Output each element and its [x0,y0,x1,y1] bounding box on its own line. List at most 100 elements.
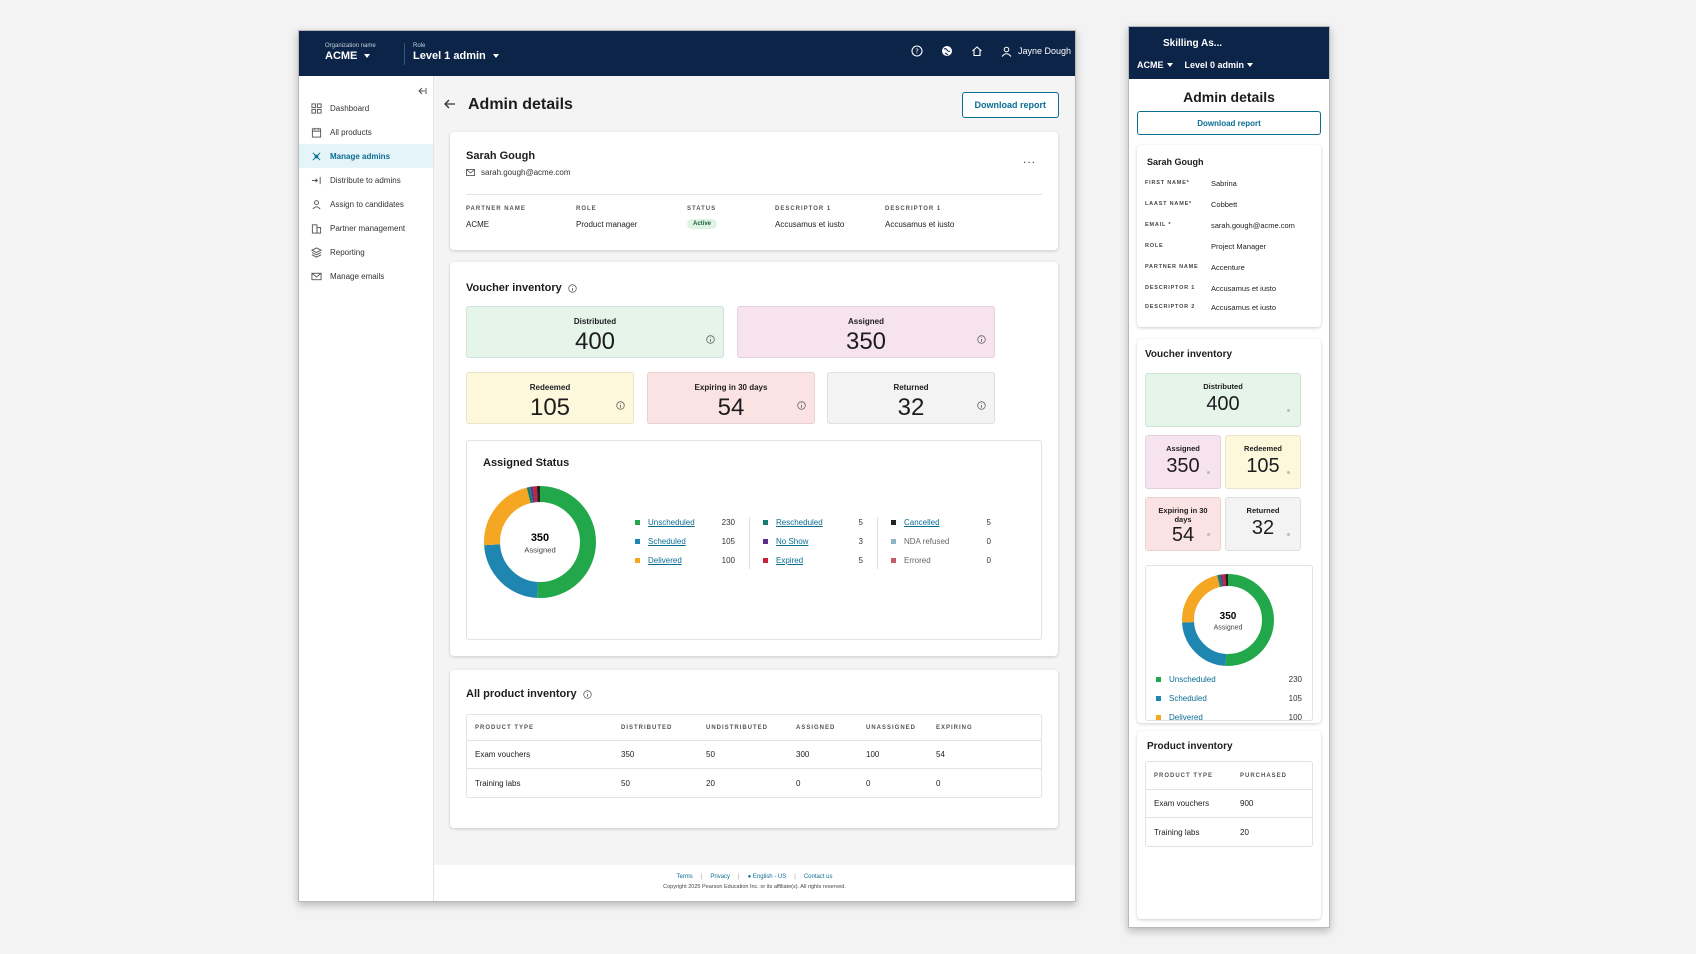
table-cell: 0 [936,778,941,788]
profile-field-label: STATUS [687,206,717,212]
table-row: Training labs 20 [1146,818,1312,846]
legend-swatch [1156,715,1161,720]
tile-redeemed[interactable]: Redeemed 105 [466,372,634,424]
privacy-link[interactable]: Privacy [710,874,731,880]
legend-label[interactable]: Unscheduled [648,518,695,527]
tile-value: 400 [574,328,616,355]
table-row: Exam vouchers 900 [1146,790,1312,818]
legend-label[interactable]: Scheduled [1169,694,1207,703]
mobile-tile-assigned[interactable]: Assigned 350 [1145,435,1221,489]
legend-value: 105 [721,537,735,546]
sidebar-item-all-products[interactable]: All products [299,120,433,144]
contact-link[interactable]: Contact us [803,874,833,880]
product-inventory-title: All product inventory [466,688,577,700]
mobile-legend-item-delivered[interactable]: Delivered 100 [1156,708,1302,727]
home-icon[interactable] [971,45,983,57]
mobile-role-value: Level 0 admin [1184,60,1245,70]
mobile-field-value: sarah.gough@acme.com [1211,221,1295,230]
legend-swatch [635,558,640,563]
info-icon[interactable] [1287,533,1290,536]
info-icon[interactable] [1207,533,1210,536]
legend-item-errored: Errored 0 [891,551,991,570]
info-icon[interactable] [797,401,806,410]
legend-label[interactable]: Rescheduled [776,518,823,527]
terms-link[interactable]: Terms [676,874,693,880]
mobile-tile-redeemed[interactable]: Redeemed 105 [1225,435,1301,489]
more-options-icon[interactable]: ... [1022,152,1036,166]
role-selector[interactable]: Role Level 1 admin [413,43,499,62]
tile-expiring-in-30-days[interactable]: Expiring in 30 days 54 [647,372,815,424]
legend-swatch [763,539,768,544]
info-icon[interactable] [568,283,577,293]
info-icon[interactable] [1287,409,1290,412]
org-selector[interactable]: Organization name ACME [325,43,376,62]
info-icon[interactable] [616,401,625,410]
divider [466,194,1042,195]
info-icon[interactable] [1287,471,1290,474]
legend-item-expired[interactable]: Expired 5 [763,551,863,570]
legend-item-delivered[interactable]: Delivered 100 [635,551,735,570]
mobile-tile-distributed[interactable]: Distributed 400 [1145,373,1301,427]
legend-label[interactable]: Expired [776,556,804,565]
mobile-tile-returned[interactable]: Returned 32 [1225,497,1301,551]
legend-item-rescheduled[interactable]: Rescheduled 5 [763,513,863,532]
mobile-legend-item-scheduled[interactable]: Scheduled 105 [1156,689,1302,708]
legend-label[interactable]: Delivered [1169,713,1203,722]
sidebar-item-manage-admins[interactable]: Manage admins [299,144,433,168]
tile-distributed[interactable]: Distributed 400 [466,306,724,358]
globe-icon[interactable] [941,45,953,57]
tile-returned[interactable]: Returned 32 [827,372,995,424]
mobile-assigned-status-panel: 350 Assigned Unscheduled 230 Scheduled 10… [1145,565,1313,722]
legend-value: 5 [986,518,991,527]
language-link[interactable]: ● English - US [748,874,787,880]
chevron-down-icon [1247,63,1254,67]
mobile-tile-expiring-in-30-days[interactable]: Expiring in 30 days 54 [1145,497,1221,551]
info-icon[interactable] [1207,471,1210,474]
legend-label[interactable]: Delivered [648,556,682,565]
info-icon[interactable] [977,401,986,410]
product-inventory-card: All product inventory PRODUCT TYPE DISTRI… [450,670,1058,828]
legend-label[interactable]: No Show [776,537,809,546]
back-arrow-icon[interactable] [444,96,456,114]
tile-assigned[interactable]: Assigned 350 [737,306,995,358]
info-icon[interactable] [582,689,592,699]
table-cell: Exam vouchers [1154,799,1210,808]
user-menu[interactable]: Jayne Dough [1001,46,1071,57]
collapse-sidebar-icon[interactable] [417,82,427,100]
legend-item-no-show[interactable]: No Show 3 [763,532,863,551]
mobile-voucher-card: Voucher inventory Distributed 400 Assign… [1137,339,1321,723]
user-icon [1001,46,1012,57]
status-badge: Active [687,219,718,229]
legend-column: Cancelled 5 NDA refused 0 Errored 0 [891,513,991,570]
donut-slice-delivered [1182,574,1274,666]
sidebar-item-assign-to-candidates[interactable]: Assign to candidates [299,192,433,216]
mobile-org-selector[interactable]: ACME [1137,60,1173,70]
admin-name: Sarah Gough [466,150,536,162]
download-report-button[interactable]: Download report [961,92,1059,118]
info-icon[interactable] [977,335,986,344]
sidebar-item-partner-management[interactable]: Partner management [299,216,433,240]
legend-item-unscheduled[interactable]: Unscheduled 230 [635,513,735,532]
legend-value: 100 [1288,713,1302,722]
table-cell: Training labs [475,778,521,788]
column-header: DISTRIBUTED [621,724,673,731]
legend-item-cancelled[interactable]: Cancelled 5 [891,513,991,532]
column-header: ASSIGNED [796,724,836,731]
help-icon[interactable]: ? [911,45,923,57]
mobile-download-report-button[interactable]: Download report [1137,111,1321,135]
legend-label[interactable]: Unscheduled [1169,675,1216,684]
legend-label[interactable]: Scheduled [648,537,686,546]
sidebar-item-dashboard[interactable]: Dashboard [299,96,433,120]
legend-item-scheduled[interactable]: Scheduled 105 [635,532,735,551]
legend-label[interactable]: Cancelled [904,518,940,527]
sidebar-item-distribute-to-admins[interactable]: Distribute to admins [299,168,433,192]
sidebar-item-manage-emails[interactable]: Manage emails [299,264,433,288]
mobile-legend-item-unscheduled[interactable]: Unscheduled 230 [1156,670,1302,689]
profile-field-label: DESCRIPTOR 1 [885,206,942,212]
page-title: Admin details [468,96,573,113]
legend-column: Unscheduled 230 Scheduled 105 Delivered … [635,513,735,570]
tile-value: 105 [1246,455,1280,477]
sidebar-item-reporting[interactable]: Reporting [299,240,433,264]
mobile-role-selector[interactable]: Level 0 admin [1185,60,1254,70]
info-icon[interactable] [706,335,715,344]
